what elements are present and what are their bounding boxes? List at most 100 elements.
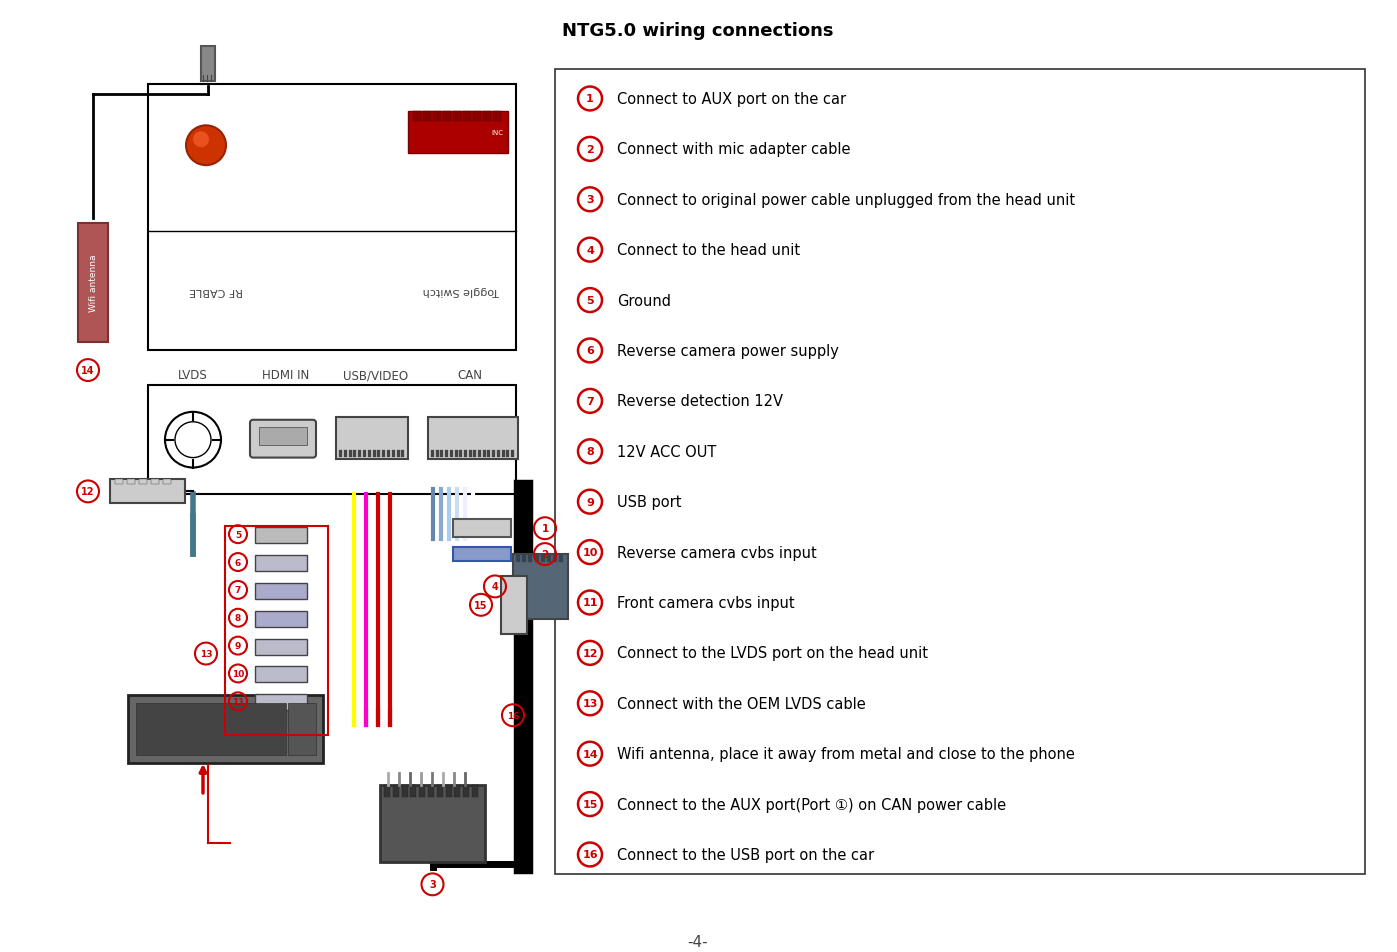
Bar bbox=[427, 785, 434, 797]
Bar bbox=[411, 785, 416, 797]
Text: Reverse detection 12V: Reverse detection 12V bbox=[617, 394, 782, 409]
Bar bbox=[225, 526, 328, 735]
Text: Connect to the LVDS port on the head unit: Connect to the LVDS port on the head uni… bbox=[617, 645, 928, 661]
Bar bbox=[513, 554, 569, 619]
Bar bbox=[460, 450, 462, 457]
Bar bbox=[256, 611, 307, 627]
Bar bbox=[353, 450, 356, 457]
Text: LVDS: LVDS bbox=[179, 368, 208, 382]
Bar bbox=[464, 450, 467, 457]
Bar bbox=[377, 450, 380, 457]
Bar bbox=[515, 554, 520, 563]
Bar bbox=[393, 785, 398, 797]
Bar bbox=[358, 450, 362, 457]
Bar bbox=[256, 555, 307, 571]
Text: 14: 14 bbox=[81, 366, 95, 376]
Bar bbox=[256, 527, 307, 544]
Bar bbox=[436, 450, 439, 457]
Bar bbox=[474, 450, 476, 457]
Bar bbox=[349, 450, 352, 457]
Bar bbox=[535, 554, 539, 563]
Text: Connect to the AUX port(Port ①) on CAN power cable: Connect to the AUX port(Port ①) on CAN p… bbox=[617, 797, 1006, 812]
Text: NTG5.0 wiring connections: NTG5.0 wiring connections bbox=[562, 22, 834, 40]
Text: Connect to original power cable unplugged from the head unit: Connect to original power cable unplugge… bbox=[617, 192, 1076, 208]
Text: Connect with the OEM LVDS cable: Connect with the OEM LVDS cable bbox=[617, 696, 866, 711]
Bar bbox=[423, 112, 432, 122]
Bar bbox=[464, 785, 469, 797]
Bar bbox=[115, 480, 123, 485]
Bar bbox=[443, 112, 451, 122]
Bar bbox=[138, 480, 147, 485]
Bar bbox=[414, 112, 420, 122]
Bar bbox=[433, 112, 441, 122]
Text: Connect to the head unit: Connect to the head unit bbox=[617, 243, 800, 258]
Text: 2: 2 bbox=[542, 549, 549, 560]
Bar bbox=[78, 224, 108, 343]
Text: Toggle Switch: Toggle Switch bbox=[423, 287, 499, 296]
Bar bbox=[472, 785, 478, 797]
Bar bbox=[446, 785, 451, 797]
Bar bbox=[256, 639, 307, 655]
Bar bbox=[440, 450, 443, 457]
Bar bbox=[541, 554, 545, 563]
Bar bbox=[488, 450, 490, 457]
Bar bbox=[548, 554, 550, 563]
Text: 2: 2 bbox=[587, 145, 594, 155]
Bar bbox=[555, 69, 1365, 875]
Bar bbox=[363, 450, 366, 457]
Text: Wifi antenna, place it away from metal and close to the phone: Wifi antenna, place it away from metal a… bbox=[617, 746, 1074, 762]
Bar bbox=[256, 666, 307, 683]
Text: RF CABLE: RF CABLE bbox=[189, 287, 243, 296]
Text: 15: 15 bbox=[474, 600, 488, 610]
Bar bbox=[148, 85, 515, 350]
Text: 11: 11 bbox=[232, 697, 244, 706]
Bar bbox=[483, 450, 486, 457]
Bar bbox=[373, 450, 376, 457]
Bar bbox=[492, 450, 495, 457]
Text: 14: 14 bbox=[583, 749, 598, 759]
Bar bbox=[129, 696, 323, 764]
Text: HDMI IN: HDMI IN bbox=[263, 368, 310, 382]
Bar bbox=[493, 112, 502, 122]
Text: 6: 6 bbox=[587, 347, 594, 356]
Text: 4: 4 bbox=[587, 246, 594, 255]
Text: 9: 9 bbox=[235, 642, 242, 650]
Bar bbox=[454, 450, 457, 457]
Text: 4: 4 bbox=[492, 582, 499, 592]
Text: 7: 7 bbox=[235, 585, 242, 595]
Text: USB port: USB port bbox=[617, 495, 682, 509]
Bar bbox=[163, 480, 170, 485]
Bar bbox=[453, 112, 461, 122]
Bar bbox=[511, 450, 514, 457]
Text: -4-: -4- bbox=[687, 934, 708, 949]
Text: 16: 16 bbox=[583, 849, 598, 860]
Text: Reverse camera power supply: Reverse camera power supply bbox=[617, 344, 838, 359]
Circle shape bbox=[165, 412, 221, 468]
Bar bbox=[201, 47, 215, 82]
Bar bbox=[387, 450, 390, 457]
Bar bbox=[419, 785, 425, 797]
Text: Connect to AUX port on the car: Connect to AUX port on the car bbox=[617, 92, 847, 107]
Bar bbox=[136, 704, 286, 755]
Bar bbox=[559, 554, 563, 563]
Bar bbox=[522, 554, 527, 563]
Text: 11: 11 bbox=[583, 598, 598, 607]
Text: 1: 1 bbox=[542, 524, 549, 534]
Text: 8: 8 bbox=[587, 446, 594, 457]
Bar bbox=[483, 112, 490, 122]
Bar bbox=[256, 695, 307, 710]
Text: Front camera cvbs input: Front camera cvbs input bbox=[617, 595, 795, 610]
Bar bbox=[391, 450, 395, 457]
Bar bbox=[256, 584, 307, 599]
Bar bbox=[446, 450, 448, 457]
Text: Connect with mic adapter cable: Connect with mic adapter cable bbox=[617, 142, 851, 157]
Bar bbox=[502, 450, 504, 457]
Bar bbox=[453, 547, 511, 562]
Text: 3: 3 bbox=[429, 880, 436, 889]
Text: 10: 10 bbox=[232, 669, 244, 678]
Text: 16: 16 bbox=[507, 711, 520, 720]
Bar bbox=[502, 576, 527, 634]
Bar bbox=[427, 417, 518, 459]
Bar bbox=[397, 450, 400, 457]
Text: 12V ACC OUT: 12V ACC OUT bbox=[617, 445, 717, 459]
